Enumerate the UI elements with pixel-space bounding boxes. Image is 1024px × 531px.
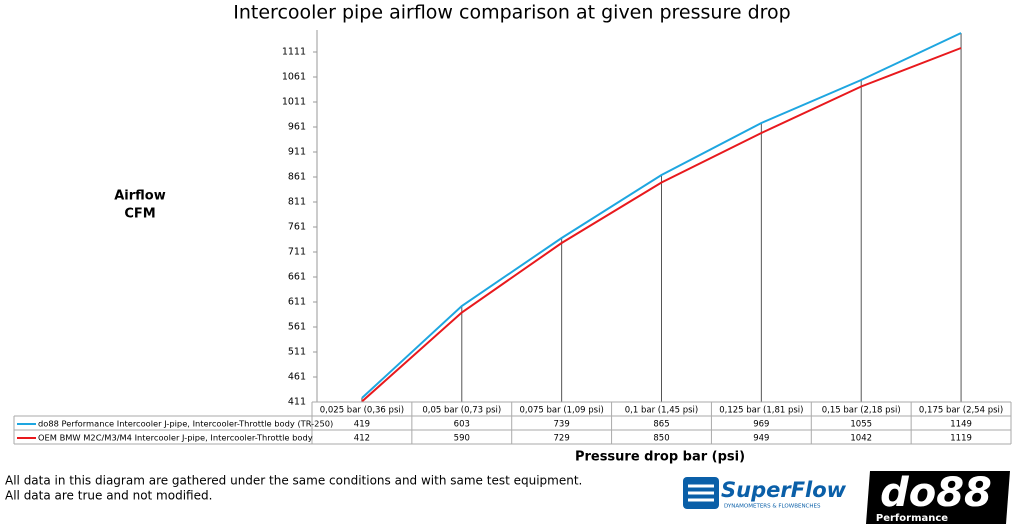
- y-tick-label: 511: [288, 347, 306, 358]
- y-tick-label: 861: [288, 172, 306, 183]
- y-tick-label: 611: [288, 297, 306, 308]
- y-tick-label: 461: [288, 372, 306, 383]
- footer-note: All data are true and not modified.: [5, 489, 212, 503]
- x-tick-label: 0,025 bar (0,36 psi): [320, 406, 404, 416]
- x-tick-label: 0,175 bar (2,54 psi): [919, 406, 1003, 416]
- y-tick-label: 711: [288, 247, 306, 258]
- table-value: 949: [753, 434, 769, 444]
- y-tick-label: 911: [288, 147, 306, 158]
- y-tick-label: 1011: [282, 97, 306, 108]
- y-axis-label: CFM: [124, 207, 155, 222]
- logo-text: do88: [880, 470, 992, 516]
- table-value: 419: [354, 420, 370, 430]
- logo-text: SuperFlow: [721, 478, 847, 502]
- table-value: 603: [454, 420, 470, 430]
- superflow-logo: SuperFlow DYNAMOMETERS & FLOWBENCHES: [683, 477, 847, 510]
- footer-note: All data in this diagram are gathered un…: [5, 474, 582, 488]
- chart-title: Intercooler pipe airflow comparison at g…: [233, 2, 790, 24]
- x-tick-label: 0,05 bar (0,73 psi): [422, 406, 501, 416]
- y-tick-label: 1061: [282, 72, 306, 83]
- table-value: 865: [653, 420, 669, 430]
- x-tick-label: 0,075 bar (1,09 psi): [519, 406, 603, 416]
- table-value: 739: [554, 420, 570, 430]
- table-value: 1042: [850, 434, 872, 444]
- series-line: [361, 47, 962, 403]
- x-tick-label: 0,1 bar (1,45 psi): [625, 406, 698, 416]
- logo-bg: [866, 471, 1010, 524]
- table-value: 729: [554, 434, 570, 444]
- logo-stripes: [688, 484, 714, 502]
- table-value: 412: [354, 434, 370, 444]
- y-tick-label: 661: [288, 272, 306, 283]
- legend-label: OEM BMW M2C/M3/M4 Intercooler J-pipe, In…: [38, 433, 313, 443]
- x-tick-label: 0,125 bar (1,81 psi): [719, 406, 803, 416]
- y-axis-label: Airflow: [114, 189, 166, 204]
- table-value: 850: [653, 434, 669, 444]
- table-value: 969: [753, 420, 769, 430]
- y-tick-label: 411: [288, 397, 306, 408]
- y-tick-label: 1111: [282, 47, 306, 58]
- logo-tagline: DYNAMOMETERS & FLOWBENCHES: [724, 504, 821, 510]
- table-value: 1055: [850, 420, 872, 430]
- legend-label: do88 Performance Intercooler J-pipe, Int…: [38, 419, 333, 429]
- do88-logo: do88 Performance: [866, 470, 1010, 524]
- y-tick-label: 761: [288, 222, 306, 233]
- x-axis-label: Pressure drop bar (psi): [575, 450, 745, 465]
- table-value: 1119: [950, 434, 972, 444]
- y-tick-label: 561: [288, 322, 306, 333]
- logo-tagline: Performance: [876, 513, 948, 524]
- series-line: [361, 32, 962, 399]
- table-value: 1149: [950, 420, 972, 430]
- y-tick-label: 961: [288, 122, 306, 133]
- x-tick-label: 0,15 bar (2,18 psi): [822, 406, 901, 416]
- table-value: 590: [454, 434, 470, 444]
- y-tick-label: 811: [288, 197, 306, 208]
